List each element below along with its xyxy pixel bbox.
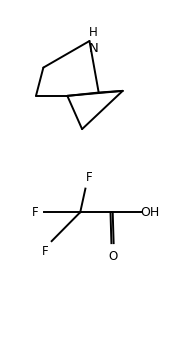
Text: N: N xyxy=(88,42,98,55)
Text: O: O xyxy=(108,250,117,263)
Text: F: F xyxy=(32,206,39,219)
Text: H: H xyxy=(89,26,97,39)
Text: OH: OH xyxy=(141,206,160,219)
Text: F: F xyxy=(42,245,48,258)
Text: F: F xyxy=(86,171,93,185)
